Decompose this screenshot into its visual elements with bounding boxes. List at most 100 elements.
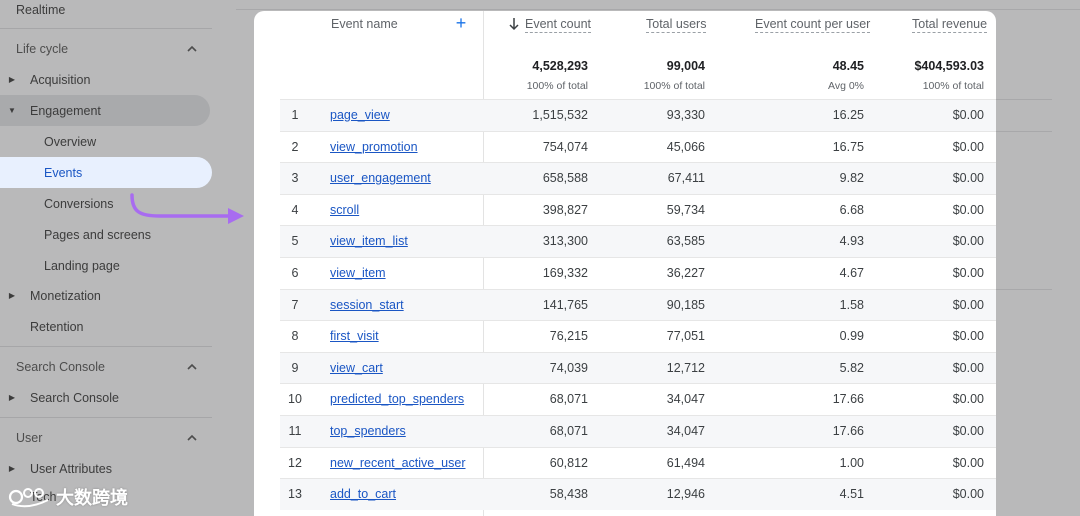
event-count-cell: 398,827 xyxy=(542,202,588,217)
sort-descending-icon[interactable] xyxy=(508,17,520,31)
total-users-cell: 63,585 xyxy=(666,234,705,249)
event-name-link[interactable]: first_visit xyxy=(330,329,379,344)
event-name-link[interactable]: new_recent_active_user xyxy=(330,455,466,470)
row-index: 4 xyxy=(291,202,299,217)
sidebar-item-conversions[interactable]: Conversions xyxy=(0,188,212,219)
revenue-cell: $0.00 xyxy=(952,266,984,280)
event-name-link[interactable]: view_promotion xyxy=(330,139,418,154)
total-revenue-sub: 100% of total xyxy=(922,80,984,92)
event-count-cell: 68,071 xyxy=(549,392,588,407)
event-name-link[interactable]: page_view xyxy=(330,108,390,122)
sidebar-item-pages-and-screens[interactable]: Pages and screens xyxy=(0,219,212,250)
sidebar-item-events[interactable]: Events xyxy=(0,157,212,188)
per-user-cell: 4.67 xyxy=(839,266,864,280)
event-name-link[interactable]: predicted_top_spenders xyxy=(330,392,465,407)
table-row[interactable]: 2 view_promotion 754,074 45,066 16.75 $0.00 xyxy=(280,130,996,163)
caret-right-icon: ▶ xyxy=(8,291,16,300)
header-event-name[interactable]: Event name xyxy=(331,17,398,31)
sidebar-item-user-attributes[interactable]: ▶ User Attributes xyxy=(0,453,212,484)
sidebar-item-realtime[interactable]: Realtime xyxy=(0,0,212,25)
sidebar-item-acquisition[interactable]: ▶ Acquisition xyxy=(0,64,212,95)
table-row[interactable]: 8 first_visit 76,215 77,051 0.99 $0.00 xyxy=(280,320,996,352)
watermark: 大数跨境 xyxy=(8,484,128,510)
sidebar-item-monetization[interactable]: ▶ Monetization xyxy=(0,280,212,311)
event-name-link[interactable]: view_item xyxy=(330,266,386,280)
total-users-cell: 34,047 xyxy=(666,392,705,407)
sidebar-item-engagement[interactable]: ▼ Engagement xyxy=(0,95,212,126)
section-search-console[interactable]: Search Console xyxy=(0,351,212,382)
chevron-up-icon xyxy=(186,432,198,444)
revenue-cell: $0.00 xyxy=(952,487,984,502)
table-row[interactable]: 5 view_item_list 313,300 63,585 4.93 $0.00 xyxy=(280,225,996,257)
divider xyxy=(0,346,212,347)
event-name-link[interactable]: user_engagement xyxy=(330,171,431,186)
per-user-cell: 16.75 xyxy=(832,139,864,154)
total-users-cell: 61,494 xyxy=(666,455,705,470)
row-index: 12 xyxy=(288,455,302,470)
event-count-cell: 74,039 xyxy=(549,360,588,375)
event-name-link[interactable]: view_cart xyxy=(330,360,383,375)
revenue-cell: $0.00 xyxy=(952,171,984,186)
table-row[interactable]: 3 user_engagement 658,588 67,411 9.82 $0.00 xyxy=(280,162,996,194)
sidebar-item-search-console[interactable]: ▶ Search Console xyxy=(0,382,212,413)
event-count-cell: 68,071 xyxy=(549,424,588,438)
total-users-cell: 59,734 xyxy=(666,202,705,217)
header-event-count-per-user[interactable]: Event count per user xyxy=(755,17,871,33)
table-row[interactable]: 13 add_to_cart 58,438 12,946 4.51 $0.00 xyxy=(280,478,996,510)
row-index: 5 xyxy=(291,234,299,249)
total-revenue: $404,593.03 xyxy=(914,59,984,73)
per-user-cell: 9.82 xyxy=(839,171,864,186)
row-index: 8 xyxy=(291,329,299,344)
sidebar-item-tech[interactable]: Tech xyxy=(30,490,57,504)
table-row[interactable]: 10 predicted_top_spenders 68,071 34,047 17.6… xyxy=(280,383,996,415)
sidebar-item-retention[interactable]: Retention xyxy=(0,311,212,342)
section-user[interactable]: User xyxy=(0,422,212,453)
section-life-cycle[interactable]: Life cycle xyxy=(0,33,212,64)
per-user-cell: 4.93 xyxy=(839,234,864,249)
table-row[interactable]: 1 page_view 1,515,532 93,330 16.25 $0.00 xyxy=(280,99,996,131)
event-name-link[interactable]: top_spenders xyxy=(330,424,406,438)
section-label: Search Console xyxy=(16,359,105,374)
header-total-revenue[interactable]: Total revenue xyxy=(912,17,988,33)
sidebar-item-label: Realtime xyxy=(16,2,66,17)
event-count-cell: 313,300 xyxy=(542,234,588,249)
section-label: Life cycle xyxy=(16,41,69,56)
table-row[interactable]: 9 view_cart 74,039 12,712 5.82 $0.00 xyxy=(280,351,996,384)
plus-icon[interactable]: + xyxy=(455,13,467,33)
watermark-logo-icon xyxy=(8,488,49,508)
row-index: 1 xyxy=(291,108,299,122)
header-total-users[interactable]: Total users xyxy=(646,17,707,33)
per-user-cell: 17.66 xyxy=(832,392,864,407)
revenue-cell: $0.00 xyxy=(952,424,984,438)
sidebar-item-label: User Attributes xyxy=(30,461,112,476)
total-per-user-sub: Avg 0% xyxy=(828,80,864,92)
sidebar-item-label: Monetization xyxy=(30,288,101,303)
table-row[interactable]: 7 session_start 141,765 90,185 1.58 $0.00 xyxy=(280,288,996,321)
header-event-count[interactable]: Event count xyxy=(525,17,592,33)
event-name-link[interactable]: view_item_list xyxy=(330,234,408,249)
chevron-up-icon xyxy=(186,43,198,55)
total-users: 99,004 xyxy=(666,59,705,73)
sidebar-item-label: Search Console xyxy=(30,390,119,405)
table-row[interactable]: 11 top_spenders 68,071 34,047 17.66 $0.00 xyxy=(280,415,996,447)
total-users-cell: 77,051 xyxy=(666,329,705,344)
section-label: User xyxy=(16,430,43,445)
table-row[interactable]: 12 new_recent_active_user 60,812 61,494 1.00… xyxy=(280,446,996,479)
caret-right-icon: ▶ xyxy=(8,393,16,402)
sidebar-item-overview[interactable]: Overview xyxy=(0,126,212,157)
row-index: 9 xyxy=(291,360,299,375)
chevron-up-icon xyxy=(186,361,198,373)
total-per-user: 48.45 xyxy=(832,59,864,73)
table-row[interactable]: 6 view_item 169,332 36,227 4.67 $0.00 xyxy=(280,257,996,289)
revenue-cell: $0.00 xyxy=(952,360,984,375)
events-table: Event name + Event count Total users Eve… xyxy=(254,11,996,516)
event-count-cell: 58,438 xyxy=(549,487,588,502)
total-users-cell: 34,047 xyxy=(666,424,705,438)
event-name-link[interactable]: add_to_cart xyxy=(330,487,397,502)
event-name-link[interactable]: session_start xyxy=(330,297,404,312)
sidebar-item-landing-page[interactable]: Landing page xyxy=(0,250,212,281)
event-name-link[interactable]: scroll xyxy=(330,202,360,217)
table-row[interactable]: 4 scroll 398,827 59,734 6.68 $0.00 xyxy=(280,193,996,226)
total-users-cell: 12,946 xyxy=(666,487,705,502)
row-index: 10 xyxy=(288,392,302,407)
